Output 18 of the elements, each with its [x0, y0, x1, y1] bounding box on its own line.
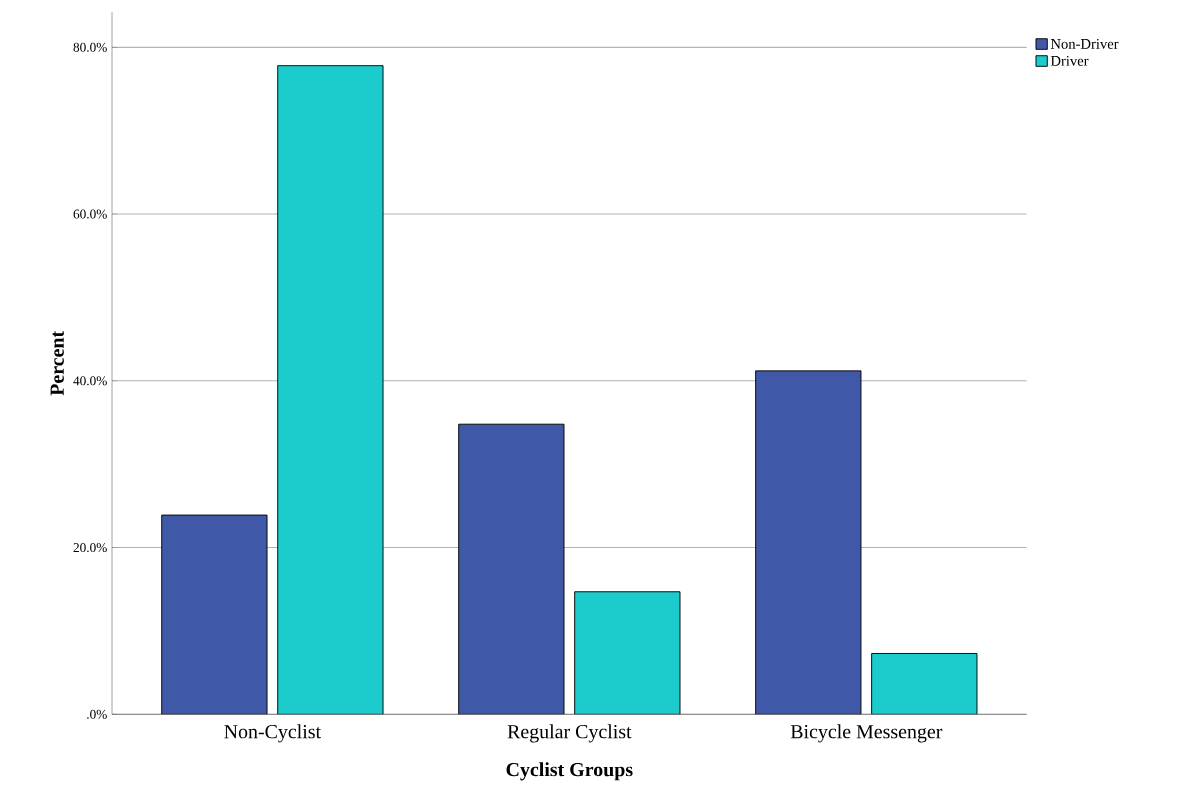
- y-tick-label: 60.0%: [73, 209, 107, 219]
- legend-label: Driver: [1050, 55, 1089, 66]
- x-axis-title: Cyclist Groups: [506, 762, 633, 781]
- bar: [755, 370, 862, 715]
- x-tick-label: Bicycle Messenger: [790, 724, 943, 743]
- x-tick-label: Regular Cyclist: [507, 724, 632, 743]
- bar: [277, 65, 384, 715]
- legend-label: Non-Driver: [1050, 38, 1119, 49]
- y-tick-label: .0%: [87, 709, 107, 719]
- y-axis-title: Percent: [50, 330, 64, 396]
- y-tick-label: 20.0%: [73, 543, 107, 553]
- y-tick-label: 80.0%: [73, 42, 107, 52]
- bar: [574, 591, 681, 715]
- bar: [871, 653, 978, 715]
- x-tick-label: Non-Cyclist: [224, 724, 321, 743]
- bar: [458, 423, 565, 715]
- bar: [161, 514, 268, 715]
- y-tick-label: 40.0%: [73, 376, 107, 386]
